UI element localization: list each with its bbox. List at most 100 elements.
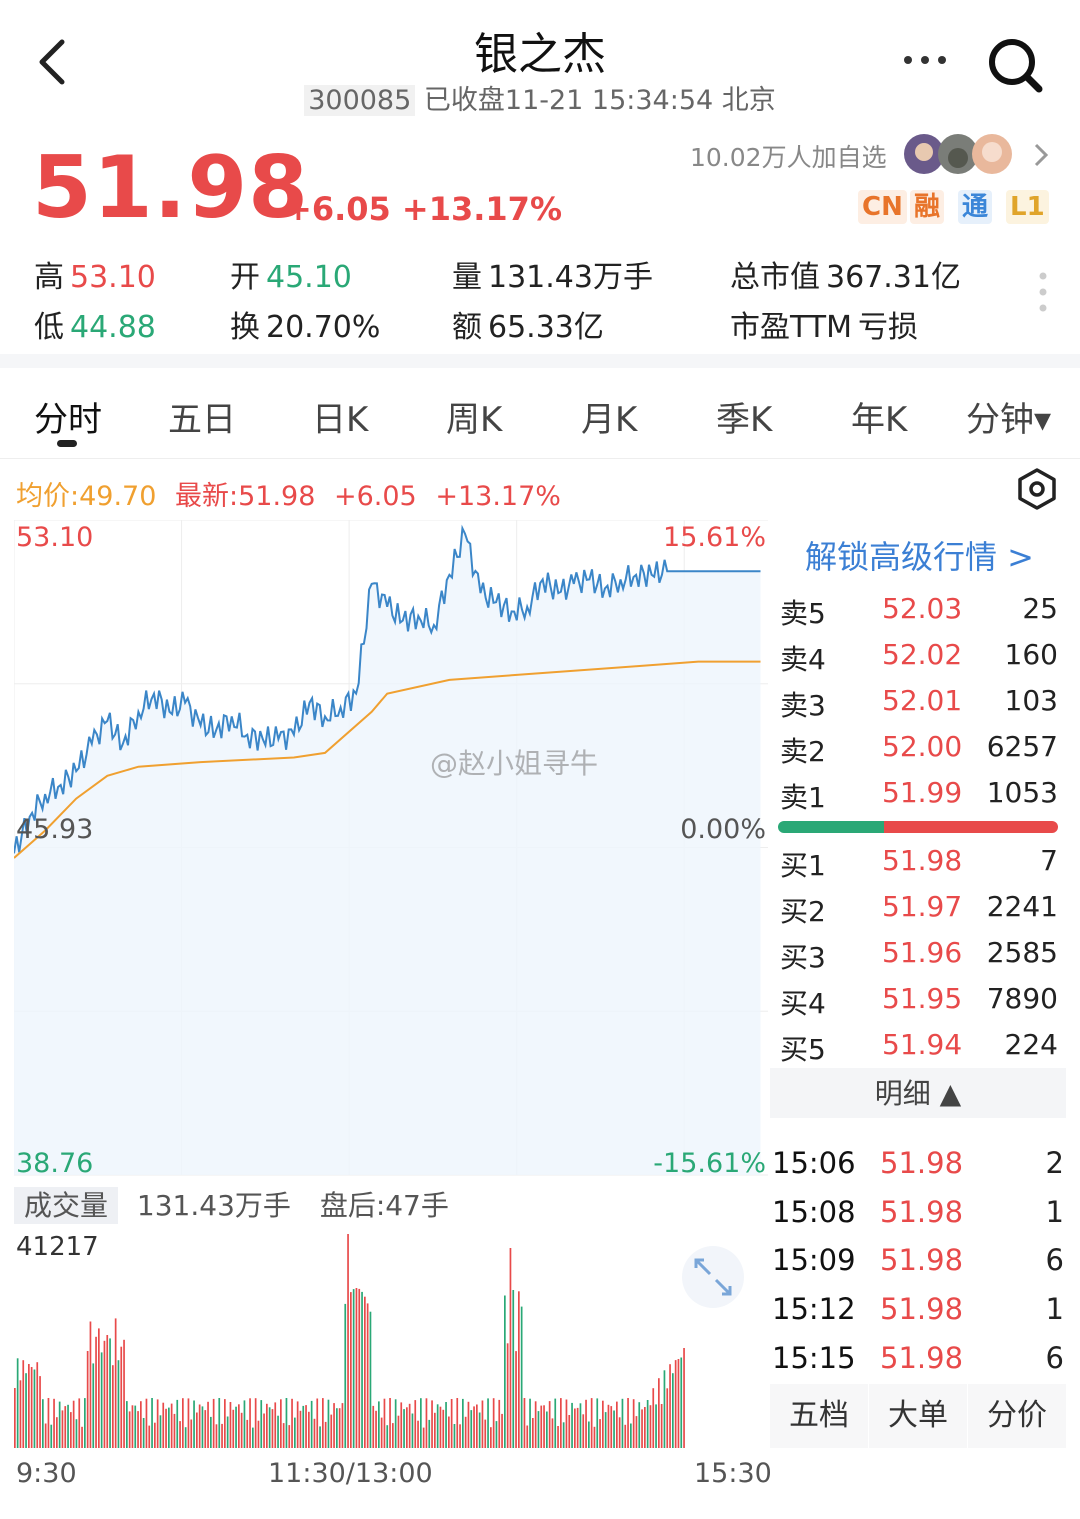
volume-bar — [84, 1398, 86, 1448]
ask-qty: 103 — [1004, 684, 1058, 717]
volume-bar — [179, 1421, 181, 1448]
tab-large-orders[interactable]: 大单 — [869, 1384, 967, 1448]
tab-weekly-k[interactable]: 周K — [446, 400, 503, 440]
volume-bar — [44, 1423, 47, 1448]
volume-bar — [173, 1413, 176, 1448]
tab-yearly-k[interactable]: 年K — [851, 400, 908, 440]
bid-ask-ratio-bar — [778, 821, 1058, 833]
ask-row: 卖5 52.03 25 — [780, 592, 1058, 638]
bid-row: 买5 51.94 224 — [780, 1028, 1058, 1074]
tab-minute-dropdown[interactable]: 分钟▾ — [966, 400, 1052, 440]
volume-bar — [106, 1335, 109, 1448]
volume-bar — [380, 1417, 383, 1448]
volume-bar — [358, 1288, 361, 1448]
volume-bar — [386, 1425, 389, 1448]
volume-bar — [436, 1404, 439, 1448]
tab-price-distribution[interactable]: 分价 — [968, 1384, 1066, 1448]
volume-max-label: 41217 — [16, 1232, 99, 1262]
more-stats-icon[interactable] — [1036, 270, 1050, 314]
expand-icon[interactable] — [680, 1244, 746, 1310]
trade-time: 15:08 — [772, 1195, 856, 1229]
follower-avatars[interactable] — [902, 132, 1020, 176]
followers-count[interactable]: 10.02万人加自选 — [690, 143, 887, 172]
after-hours-volume: 盘后:47手 — [319, 1189, 449, 1222]
stock-subtitle: 300085 已收盘11-21 15:34:54 北京 — [0, 78, 1080, 117]
intraday-chart[interactable] — [14, 520, 768, 1180]
volume-bar — [333, 1403, 335, 1448]
volume-bar — [588, 1421, 590, 1448]
volume-bar — [680, 1357, 683, 1448]
volume-bar — [336, 1408, 338, 1448]
volume-bar — [120, 1346, 123, 1448]
volume-bar — [501, 1413, 503, 1448]
chart-settings-icon[interactable] — [1016, 468, 1058, 510]
volume-bar — [490, 1427, 492, 1448]
volume-bar — [593, 1426, 596, 1448]
volume-bar — [319, 1426, 321, 1448]
tag-cn: CN — [858, 190, 907, 224]
tab-daily-k[interactable]: 日K — [312, 400, 369, 440]
search-icon[interactable] — [985, 35, 1045, 95]
bid-qty: 7890 — [986, 982, 1058, 1015]
volume-bar — [58, 1401, 61, 1448]
volume-label[interactable]: 成交量 — [14, 1187, 119, 1224]
volume-bar — [568, 1415, 571, 1448]
bid-price: 51.94 — [882, 1028, 963, 1061]
tab-quarterly-k[interactable]: 季K — [716, 400, 773, 440]
volume-bar — [53, 1398, 55, 1448]
tag-connect: 通 — [958, 190, 993, 224]
unlock-advanced-quotes-link[interactable]: 解锁高级行情 > — [805, 538, 1034, 576]
volume-bar — [627, 1398, 629, 1448]
volume-bar — [610, 1406, 613, 1448]
tab-five-levels[interactable]: 五档 — [770, 1384, 868, 1448]
volume-bar — [182, 1398, 184, 1448]
volume-bar — [658, 1378, 660, 1448]
volume-bar — [341, 1403, 344, 1448]
volume-bar — [64, 1406, 67, 1448]
volume-bar — [504, 1295, 506, 1448]
volume-bar — [596, 1398, 599, 1448]
trade-price: 51.98 — [880, 1341, 964, 1375]
volume-bar — [383, 1398, 386, 1448]
volume-bar — [22, 1360, 25, 1448]
volume-bar — [462, 1398, 464, 1448]
ask-qty: 1053 — [986, 776, 1058, 809]
bid-row: 买3 51.96 2585 — [780, 936, 1058, 982]
bid-qty: 7 — [1040, 844, 1058, 877]
volume-bar — [81, 1426, 83, 1448]
volume-bar — [344, 1303, 347, 1448]
volume-bar — [140, 1401, 142, 1448]
tab-intraday[interactable]: 分时 — [34, 400, 102, 440]
volume-bar — [660, 1404, 663, 1448]
tab-monthly-k[interactable]: 月K — [581, 400, 638, 440]
volume-bar — [243, 1400, 246, 1448]
volume-bar — [266, 1403, 268, 1448]
volume-bar — [352, 1289, 355, 1448]
volume-bar — [484, 1419, 487, 1448]
volume-bar — [240, 1412, 243, 1448]
volume-bar — [201, 1406, 204, 1448]
tab-5day[interactable]: 五日 — [168, 400, 236, 440]
volume-bar — [285, 1398, 288, 1448]
volume-bar — [238, 1404, 240, 1448]
volume-bar — [89, 1321, 92, 1448]
volume-bar — [677, 1359, 680, 1448]
volume-chart[interactable] — [14, 1230, 686, 1448]
volume-bar — [72, 1400, 75, 1448]
volume-bar — [378, 1401, 380, 1448]
avg-price-label: 均价:49.70 — [16, 481, 157, 512]
volume-bar — [338, 1408, 341, 1448]
bid-label: 买2 — [780, 895, 826, 928]
trade-detail-toggle[interactable]: 明细 ▲ — [770, 1068, 1066, 1118]
volume-bar — [28, 1364, 30, 1448]
stat-amount: 额 65.33亿 — [452, 302, 604, 346]
volume-bar — [364, 1296, 366, 1448]
watermark: @赵小姐寻牛 — [430, 747, 599, 780]
volume-bar — [123, 1339, 125, 1448]
volume-bar — [232, 1409, 235, 1448]
chevron-right-icon[interactable] — [1030, 140, 1052, 170]
more-icon[interactable] — [900, 45, 950, 75]
volume-bar — [571, 1402, 573, 1448]
back-arrow-icon[interactable] — [30, 30, 78, 90]
volume-bar — [16, 1358, 19, 1448]
